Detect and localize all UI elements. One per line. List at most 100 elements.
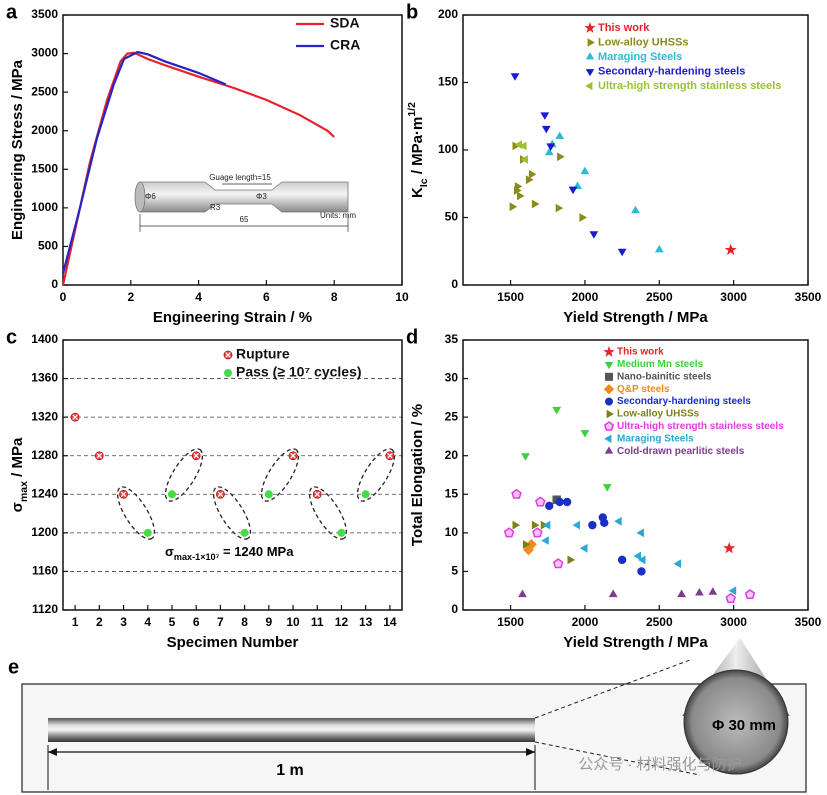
y-axis-label: Engineering Stress / MPa — [9, 59, 26, 240]
marker — [604, 362, 614, 370]
marker — [535, 496, 546, 507]
marker — [580, 430, 590, 438]
x-tick-label: 14 — [383, 615, 397, 629]
marker — [518, 589, 527, 598]
x-tick-label: 10 — [286, 615, 300, 629]
x-tick-label: 4 — [144, 615, 151, 629]
y-tick-label: 150 — [438, 75, 458, 89]
label-part: / MPa — [9, 437, 26, 481]
marker — [525, 175, 534, 185]
y-tick-label: 1160 — [32, 564, 58, 578]
x-tick-label: 4 — [195, 290, 202, 304]
y-tick-label: 1240 — [31, 486, 58, 500]
marker — [337, 528, 346, 537]
panel-letter: b — [406, 1, 418, 23]
y-tick-label: 200 — [438, 7, 458, 21]
marker — [605, 397, 613, 406]
label-part: σ — [165, 544, 174, 559]
marker — [540, 112, 550, 120]
marker — [568, 186, 578, 195]
marker — [518, 141, 527, 151]
inset-label: Guage length=15 — [209, 173, 271, 182]
x-tick-label: 3500 — [795, 615, 822, 629]
y-tick-label: 35 — [445, 332, 459, 346]
marker — [514, 182, 523, 191]
marker — [531, 199, 540, 209]
y-tick-label: 1400 — [31, 332, 58, 346]
marker — [514, 140, 522, 149]
y-tick-label: 100 — [438, 142, 458, 156]
y-tick-label: 500 — [38, 239, 58, 253]
rod-photo — [21, 638, 807, 793]
marker-cross — [314, 491, 321, 498]
specimen-drawing — [134, 181, 349, 232]
y-tick-label: 25 — [445, 409, 459, 423]
x-tick-label: 2000 — [572, 290, 599, 304]
marker — [614, 516, 622, 526]
marker — [606, 409, 614, 419]
legend-label: Ultra-high strength stainless steels — [598, 80, 781, 92]
legend-label: Secondary-hardening steels — [617, 396, 751, 407]
marker — [503, 527, 515, 538]
marker — [584, 22, 596, 33]
marker — [567, 555, 576, 565]
marker — [695, 588, 704, 596]
legend-label: This work — [598, 22, 650, 34]
marker — [509, 202, 518, 212]
y-tick-label: 20 — [445, 448, 459, 462]
y-tick-label: 0 — [451, 602, 458, 616]
y-tick-label: 50 — [445, 210, 459, 224]
marker — [604, 446, 614, 454]
legend-label: This work — [617, 347, 664, 358]
marker — [617, 555, 627, 565]
marker — [608, 589, 618, 598]
label-part: = 1240 MPa — [219, 544, 294, 559]
y-tick-label: 15 — [445, 486, 459, 500]
legend-label: Ultra-high strength stainless steels — [617, 421, 784, 432]
marker — [555, 497, 564, 507]
legend-label: SDA — [330, 15, 360, 31]
marker — [361, 490, 370, 499]
marker — [532, 527, 543, 538]
y-tick-label: 3000 — [31, 46, 58, 60]
marker — [723, 542, 736, 554]
y-tick-label: 0 — [51, 277, 58, 291]
legend-label: Low-alloy UHSSs — [598, 36, 688, 48]
marker — [511, 488, 522, 499]
marker — [677, 589, 686, 598]
marker — [555, 131, 564, 139]
marker — [572, 520, 580, 530]
x-tick-label: 6 — [263, 290, 270, 304]
y-tick-label: 2500 — [31, 84, 58, 98]
marker — [631, 205, 640, 214]
x-tick-label: 2 — [96, 615, 103, 629]
marker — [541, 125, 551, 134]
legend-label: Cold-drawn pearlitic steels — [617, 446, 745, 457]
x-tick-label: 8 — [241, 615, 248, 629]
marker — [633, 551, 641, 561]
label-part: Ic — [418, 178, 430, 187]
x-tick-label: 3500 — [795, 290, 822, 304]
marker-cross — [120, 491, 127, 498]
marker — [579, 543, 588, 553]
marker — [557, 152, 565, 162]
marker — [708, 587, 718, 595]
marker-cross — [225, 352, 231, 358]
x-tick-label: 5 — [169, 615, 176, 629]
marker — [604, 434, 612, 443]
x-tick-label: 7 — [217, 615, 224, 629]
y-tick-label: 1500 — [31, 161, 58, 175]
marker — [512, 520, 521, 530]
marker-cross — [290, 452, 296, 459]
label-part: K — [409, 187, 426, 198]
legend-label: Maraging Steels — [617, 433, 694, 444]
x-tick-label: 3 — [120, 615, 127, 629]
legend-label: Secondary-hardening steels — [598, 65, 745, 77]
marker — [522, 540, 531, 549]
x-tick-label: 2500 — [646, 615, 673, 629]
y-axis-label: KIc / MPa·m1/2 — [406, 102, 430, 198]
x-tick-label: 13 — [359, 615, 373, 629]
marker — [744, 589, 756, 600]
legend-label: Q&P steels — [617, 384, 670, 395]
